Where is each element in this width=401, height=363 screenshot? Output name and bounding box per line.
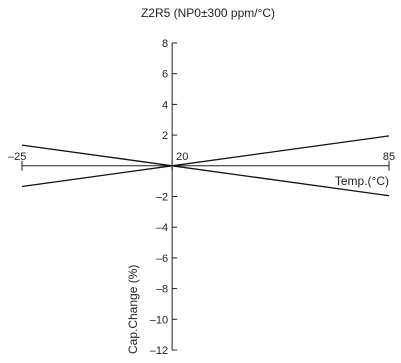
x-tick-label: –25 xyxy=(8,151,26,163)
y-tick-label: –6 xyxy=(156,253,168,265)
x-axis-label: Temp.(°C) xyxy=(335,174,389,188)
y-tick-label: 6 xyxy=(162,69,168,81)
y-tick-label: –4 xyxy=(156,222,168,234)
series-line-2 xyxy=(21,144,390,197)
x-tick-label: 20 xyxy=(176,151,188,163)
y-axis-label: Cap.Change (%) xyxy=(126,265,140,354)
y-tick-label: –8 xyxy=(156,284,168,296)
y-tick-label: 4 xyxy=(162,99,168,111)
y-tick-label: 8 xyxy=(162,38,168,50)
x-ticks: –25 20 85 xyxy=(8,151,395,171)
x-tick-label: 85 xyxy=(383,151,395,163)
series-group xyxy=(21,135,390,197)
y-tick-label: 2 xyxy=(162,130,168,142)
y-tick-label: –10 xyxy=(150,314,168,326)
y-tick-label: –2 xyxy=(156,192,168,204)
chart-title: Z2R5 (NP0±300 ppm/°C) xyxy=(141,6,275,20)
y-ticks: 8 6 4 2 –2 –4 –6 –8 –10 –12 xyxy=(150,38,178,357)
y-tick-label: –12 xyxy=(150,345,168,357)
